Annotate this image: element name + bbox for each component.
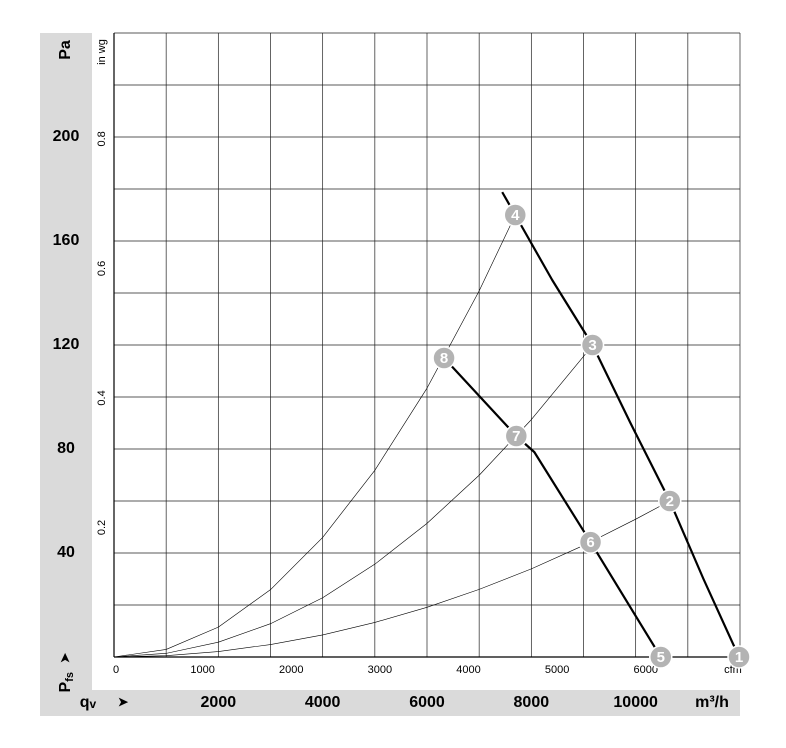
curve	[113, 214, 516, 658]
x-title-sub: v	[90, 697, 97, 711]
y-tick-label: 160	[53, 232, 80, 249]
x2-tick-label: 3000	[368, 664, 392, 676]
point-label: 3	[588, 337, 596, 354]
x-tick-label: 4000	[305, 694, 341, 711]
x2-tick-label: 4000	[456, 664, 480, 676]
x-tick-label: 10000	[613, 694, 658, 711]
x-tick-label: 6000	[409, 694, 445, 711]
x2-tick-label: 5000	[545, 664, 569, 676]
point-label: 6	[586, 534, 594, 551]
x2-tick-label: 1000	[190, 664, 214, 676]
operating-point	[503, 203, 528, 227]
operating-point	[432, 346, 456, 370]
operating-point	[504, 424, 529, 448]
x2-tick-label: 6000	[634, 664, 658, 676]
point-label: 5	[657, 649, 665, 666]
y2-tick-label: 0.4	[96, 390, 108, 405]
y-title-sub: fs	[64, 672, 76, 682]
y-tick-label: 200	[53, 128, 80, 145]
operating-point	[658, 489, 682, 513]
y-tick-label: 120	[53, 336, 80, 353]
point-label: 1	[735, 649, 743, 666]
point-label: 8	[440, 350, 448, 367]
y-unit: Pa	[57, 40, 74, 60]
operating-point	[580, 333, 605, 357]
y2-tick-label: 0.8	[96, 131, 108, 146]
point-label: 7	[512, 428, 520, 445]
x-tick-label: 2000	[201, 694, 237, 711]
arrow: ➤	[57, 652, 73, 664]
y-axis-band	[40, 33, 92, 716]
curve	[443, 357, 662, 658]
curve	[501, 191, 741, 658]
arrow: ➤	[117, 694, 129, 710]
y-title-main: P	[57, 681, 74, 692]
x-unit: m³/h	[695, 694, 729, 711]
x-axis-title: qv	[80, 694, 97, 711]
y-tick-label: 40	[57, 544, 75, 561]
operating-point	[649, 645, 673, 669]
point-label: 2	[666, 493, 674, 510]
x2-tick-label: 0	[113, 664, 119, 676]
x-tick-label: 8000	[514, 694, 550, 711]
x-title-main: q	[80, 694, 90, 711]
curve	[113, 500, 670, 658]
x2-tick-label: 2000	[279, 664, 303, 676]
operating-point	[578, 530, 603, 554]
curve	[113, 344, 593, 658]
y2-tick-label: 0.6	[96, 261, 108, 276]
y-tick-label: 80	[57, 440, 75, 457]
point-label: 4	[511, 207, 520, 224]
y-axis-title-text: Pfs	[57, 672, 76, 692]
operating-point	[727, 645, 751, 669]
y2-tick-label: 0.2	[96, 520, 108, 535]
y2-unit: in wg	[96, 39, 108, 65]
x-axis-band	[40, 690, 740, 716]
y-axis-title: Pfs ➤	[57, 652, 76, 693]
